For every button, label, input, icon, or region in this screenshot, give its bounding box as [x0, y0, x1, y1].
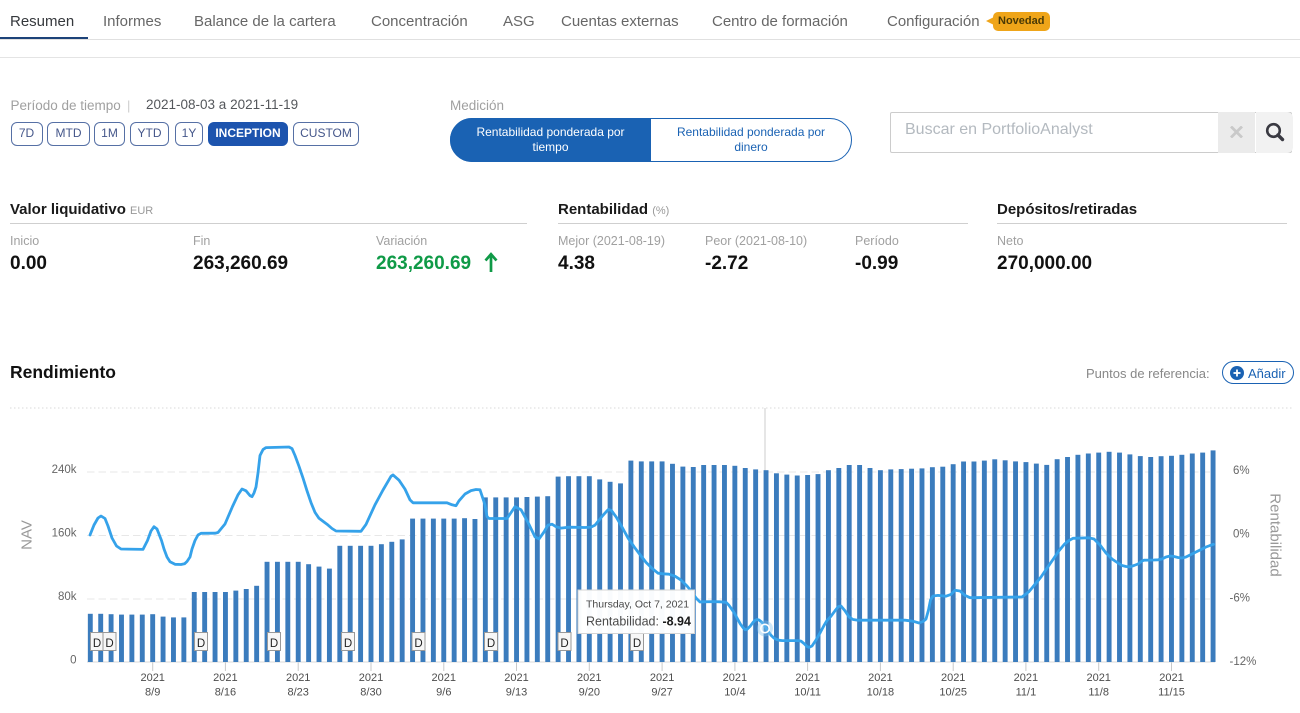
svg-text:8/30: 8/30 [360, 687, 381, 699]
svg-text:2021: 2021 [868, 672, 892, 684]
svg-text:Thursday, Oct 7, 2021: Thursday, Oct 7, 2021 [586, 599, 689, 611]
svg-text:10/11: 10/11 [794, 687, 821, 699]
svg-text:D: D [560, 638, 568, 650]
svg-text:-12%: -12% [1230, 656, 1257, 668]
svg-text:8/9: 8/9 [145, 687, 160, 699]
svg-text:-6%: -6% [1230, 593, 1250, 605]
svg-text:D: D [414, 638, 422, 650]
svg-text:D: D [633, 638, 641, 650]
svg-text:2021: 2021 [140, 672, 164, 684]
svg-text:2021: 2021 [504, 672, 528, 684]
svg-text:D: D [487, 638, 495, 650]
svg-text:NAV: NAV [19, 520, 36, 550]
svg-text:9/13: 9/13 [506, 687, 527, 699]
svg-text:2021: 2021 [723, 672, 747, 684]
svg-text:9/6: 9/6 [436, 687, 451, 699]
svg-text:11/8: 11/8 [1088, 687, 1109, 699]
svg-text:2021: 2021 [286, 672, 310, 684]
svg-text:10/18: 10/18 [867, 687, 895, 699]
svg-text:Rentabilidad: -8.94: Rentabilidad: -8.94 [586, 615, 691, 629]
svg-text:9/20: 9/20 [579, 687, 600, 699]
svg-text:2021: 2021 [795, 672, 819, 684]
svg-text:2021: 2021 [1086, 672, 1110, 684]
svg-text:6%: 6% [1233, 465, 1250, 477]
svg-text:8/16: 8/16 [215, 687, 236, 699]
svg-text:10/4: 10/4 [724, 687, 745, 699]
svg-text:2021: 2021 [359, 672, 383, 684]
svg-text:D: D [270, 638, 278, 650]
svg-text:D: D [105, 638, 113, 650]
svg-text:80k: 80k [58, 591, 77, 603]
svg-text:2021: 2021 [213, 672, 237, 684]
svg-text:D: D [93, 638, 101, 650]
svg-text:11/1: 11/1 [1016, 687, 1037, 699]
svg-text:2021: 2021 [941, 672, 965, 684]
svg-text:D: D [197, 638, 205, 650]
svg-text:D: D [344, 638, 352, 650]
svg-text:Rentabilidad: Rentabilidad [1267, 493, 1284, 576]
svg-text:240k: 240k [52, 464, 77, 476]
svg-text:2021: 2021 [1014, 672, 1038, 684]
svg-text:9/27: 9/27 [651, 687, 672, 699]
svg-text:11/15: 11/15 [1158, 687, 1185, 699]
svg-text:8/23: 8/23 [287, 687, 308, 699]
svg-text:2021: 2021 [577, 672, 601, 684]
svg-text:2021: 2021 [1159, 672, 1183, 684]
svg-text:2021: 2021 [650, 672, 674, 684]
svg-text:0: 0 [70, 655, 76, 667]
svg-text:2021: 2021 [432, 672, 456, 684]
svg-text:160k: 160k [52, 528, 77, 540]
svg-text:10/25: 10/25 [939, 687, 967, 699]
svg-text:0%: 0% [1233, 529, 1250, 541]
